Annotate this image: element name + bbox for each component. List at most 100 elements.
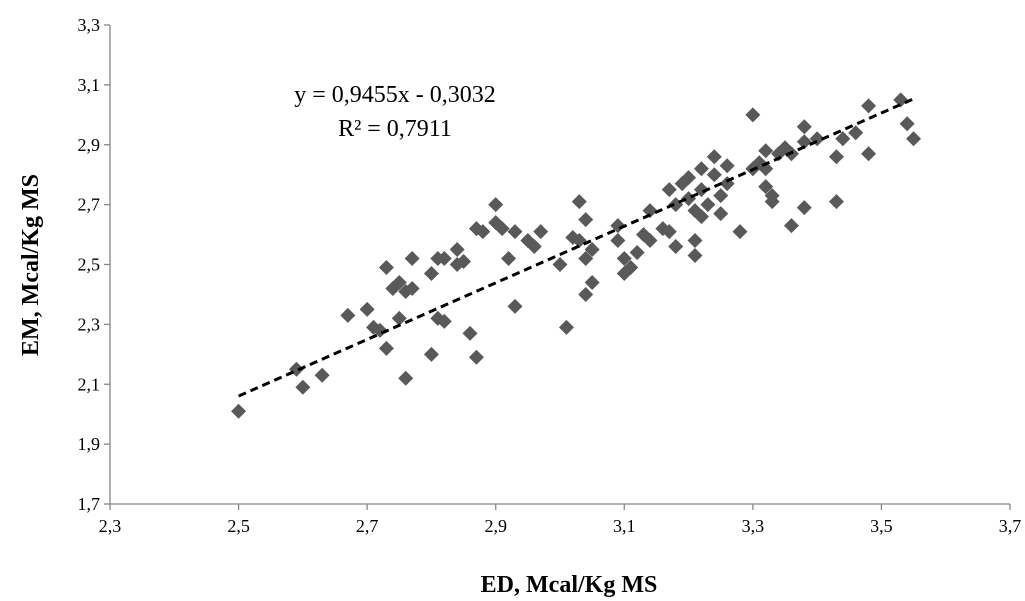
data-point xyxy=(713,206,729,222)
data-point xyxy=(552,257,568,272)
y-tick-label: 1,9 xyxy=(78,434,101,454)
data-point xyxy=(783,218,799,234)
x-tick-label: 3,1 xyxy=(613,516,636,536)
data-point xyxy=(693,161,709,177)
x-tick-label: 3,7 xyxy=(999,516,1022,536)
y-axis-ticks: 1,7 1,9 2,1 2,3 2,5 2,7 2,9 3,1 3,3 xyxy=(78,15,110,514)
y-tick-label: 2,7 xyxy=(78,195,101,215)
data-point xyxy=(668,239,684,255)
data-point xyxy=(571,194,587,210)
data-point xyxy=(687,248,703,264)
data-point xyxy=(610,233,626,249)
data-point xyxy=(828,149,844,165)
x-tick-label: 2,3 xyxy=(99,516,122,536)
data-point xyxy=(861,146,877,162)
data-point xyxy=(488,197,504,213)
data-point xyxy=(578,251,594,267)
x-axis-title: ED, Mcal/Kg MS xyxy=(481,572,658,598)
data-point xyxy=(758,143,774,159)
data-point xyxy=(893,92,909,108)
data-point xyxy=(231,403,247,419)
data-point xyxy=(796,200,812,216)
data-point xyxy=(584,274,600,290)
x-tick-label: 2,5 xyxy=(227,516,250,536)
data-point xyxy=(861,98,877,114)
data-point xyxy=(449,242,465,258)
y-tick-label: 1,7 xyxy=(78,494,101,514)
data-point xyxy=(764,188,780,204)
trendline-equation: y = 0,9455x - 0,3032 xyxy=(294,82,496,108)
data-point xyxy=(578,212,594,228)
data-point xyxy=(501,251,517,267)
data-point xyxy=(713,188,729,204)
data-point xyxy=(423,346,439,362)
x-axis-ticks: 2,3 2,5 2,7 2,9 3,1 3,3 3,5 3,7 xyxy=(99,504,1022,536)
data-point xyxy=(661,182,677,198)
data-point xyxy=(745,107,761,123)
data-point xyxy=(623,259,639,275)
data-point xyxy=(507,298,523,314)
data-point xyxy=(616,251,632,267)
data-point xyxy=(899,116,915,132)
trendline-r-squared: R² = 0,7911 xyxy=(338,116,452,142)
data-point xyxy=(314,367,330,383)
data-point xyxy=(340,307,356,323)
data-point xyxy=(436,313,452,329)
x-tick-label: 2,9 xyxy=(484,516,507,536)
data-point xyxy=(700,197,716,213)
y-tick-label: 2,5 xyxy=(78,255,101,275)
data-point xyxy=(732,224,748,240)
data-point xyxy=(391,310,407,326)
data-point xyxy=(558,319,574,335)
data-point xyxy=(468,349,484,365)
y-tick-label: 2,9 xyxy=(78,135,101,155)
y-tick-label: 3,3 xyxy=(78,15,101,35)
data-point xyxy=(719,158,735,174)
data-point xyxy=(571,233,587,249)
data-point xyxy=(796,134,812,150)
data-point xyxy=(828,194,844,210)
y-tick-label: 2,1 xyxy=(78,374,101,394)
data-point xyxy=(848,125,864,141)
y-axis-title: EM, Mcal/Kg MS xyxy=(18,174,44,356)
data-point xyxy=(706,149,722,165)
data-point xyxy=(475,224,491,240)
data-point xyxy=(693,209,709,225)
x-tick-label: 3,5 xyxy=(870,516,893,536)
data-point xyxy=(378,259,394,275)
y-tick-label: 3,1 xyxy=(78,75,101,95)
data-point xyxy=(642,203,658,219)
data-point xyxy=(629,245,645,261)
data-point xyxy=(533,224,549,240)
data-point xyxy=(584,242,600,258)
data-point xyxy=(404,280,420,296)
data-point xyxy=(687,233,703,249)
data-point xyxy=(404,251,420,267)
x-tick-label: 3,3 xyxy=(742,516,765,536)
data-point xyxy=(398,370,414,386)
data-point xyxy=(391,274,407,290)
data-point xyxy=(507,224,523,240)
trendline xyxy=(237,97,915,398)
data-point xyxy=(796,119,812,135)
data-point xyxy=(578,286,594,302)
data-point xyxy=(462,325,478,341)
data-point xyxy=(436,251,452,267)
data-point xyxy=(642,233,658,249)
data-point xyxy=(661,224,677,240)
data-point xyxy=(359,301,375,317)
data-points xyxy=(231,92,922,419)
x-tick-label: 2,7 xyxy=(356,516,379,536)
data-point xyxy=(494,221,510,237)
data-point xyxy=(906,131,922,147)
data-point xyxy=(835,131,851,147)
data-point xyxy=(758,179,774,195)
y-tick-label: 2,3 xyxy=(78,314,101,334)
data-point xyxy=(423,265,439,281)
data-point xyxy=(706,167,722,183)
data-point xyxy=(295,379,311,395)
data-point xyxy=(378,340,394,356)
data-point xyxy=(681,170,697,186)
data-point xyxy=(526,239,542,255)
